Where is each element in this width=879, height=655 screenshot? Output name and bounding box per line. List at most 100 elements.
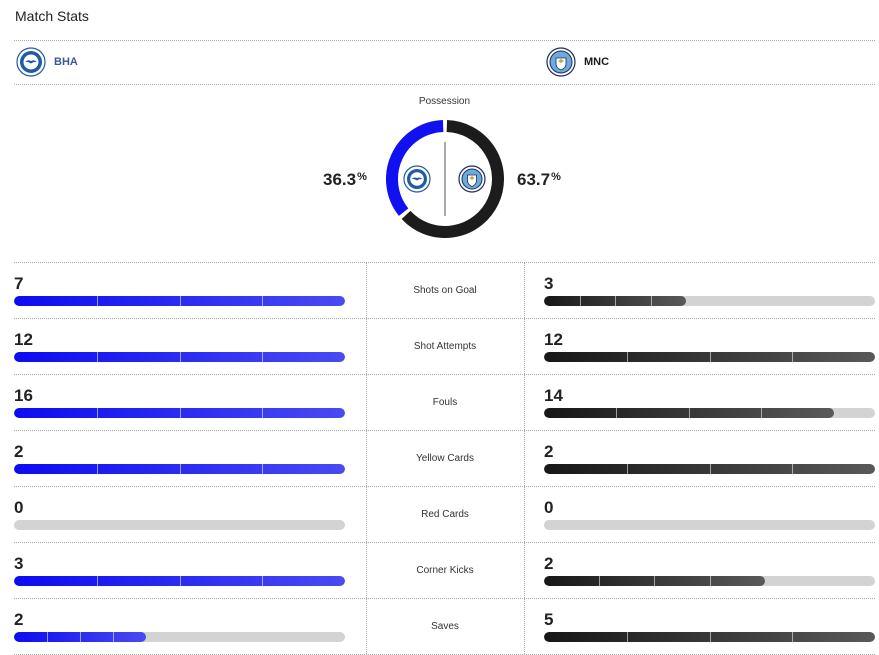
bar-tick <box>96 576 98 586</box>
bar-tick <box>792 464 794 474</box>
away-stat-value: 3 <box>544 274 554 293</box>
bar-tick <box>96 408 98 418</box>
stat-row: 3 Corner Kicks 2 <box>14 542 875 598</box>
away-stat-bar <box>544 632 875 642</box>
column-divider <box>366 542 367 598</box>
away-stat-bar <box>544 464 875 474</box>
bar-tick <box>179 408 181 418</box>
column-divider <box>366 318 367 374</box>
away-team-abbr: MNC <box>584 56 610 68</box>
column-divider <box>366 430 367 486</box>
bar-tick <box>792 632 794 642</box>
bar-tick <box>579 296 581 306</box>
stat-row: 12 Shot Attempts 12 <box>14 318 875 374</box>
away-stat-bar <box>544 576 875 586</box>
bar-tick <box>615 296 617 306</box>
column-divider <box>524 486 525 542</box>
home-stat-bar <box>14 408 345 418</box>
away-stat-fill <box>544 576 765 586</box>
stat-row: 16 Fouls 14 <box>14 374 875 430</box>
away-stat-bar <box>544 296 875 306</box>
bar-tick <box>179 464 181 474</box>
home-stat-bar <box>14 576 345 586</box>
bar-tick <box>262 576 264 586</box>
home-stat-value: 7 <box>14 274 24 293</box>
home-possession-arc <box>386 120 444 216</box>
bar-tick <box>262 464 264 474</box>
away-stat-fill <box>544 352 875 362</box>
column-divider <box>366 374 367 430</box>
bar-tick <box>80 632 82 642</box>
divider <box>14 318 875 319</box>
bar-tick <box>96 464 98 474</box>
home-team[interactable]: BHA <box>16 47 78 77</box>
bar-tick <box>262 352 264 362</box>
bar-tick <box>179 352 181 362</box>
home-stat-bar <box>14 520 345 530</box>
column-divider <box>524 598 525 654</box>
home-stat-bar <box>14 464 345 474</box>
away-stat-fill <box>544 296 687 306</box>
away-stat-value: 2 <box>544 554 554 573</box>
bar-tick <box>179 296 181 306</box>
bar-tick <box>709 464 711 474</box>
possession-label: Possession <box>418 96 471 107</box>
away-team[interactable]: MNC <box>546 47 609 77</box>
home-stat-fill <box>14 352 345 362</box>
home-stat-bar <box>14 352 345 362</box>
stat-row: 0 Red Cards 0 <box>14 486 875 542</box>
bar-tick <box>626 352 628 362</box>
away-stat-fill <box>544 464 875 474</box>
divider <box>14 374 875 375</box>
home-stat-fill <box>14 464 345 474</box>
home-stat-fill <box>14 296 345 306</box>
away-possession-arc <box>401 120 504 238</box>
manchester-city-crest-icon <box>546 47 576 77</box>
away-stat-bar <box>544 352 875 362</box>
bar-tick <box>688 408 690 418</box>
home-stat-value: 12 <box>14 330 33 349</box>
bar-tick <box>709 576 711 586</box>
bar-tick <box>262 408 264 418</box>
bar-tick <box>262 296 264 306</box>
bar-tick <box>792 352 794 362</box>
home-stat-fill <box>14 632 147 642</box>
home-stat-bar <box>14 632 345 642</box>
divider <box>14 84 875 85</box>
divider <box>14 40 875 41</box>
bar-tick <box>616 408 618 418</box>
column-divider <box>524 542 525 598</box>
away-stat-value: 5 <box>544 610 554 629</box>
divider <box>14 430 875 431</box>
divider <box>14 486 875 487</box>
home-team-abbr: BHA <box>54 56 78 68</box>
column-divider <box>524 374 525 430</box>
brighton-crest-icon <box>403 165 431 193</box>
home-stat-value: 0 <box>14 498 24 517</box>
bar-tick <box>654 576 656 586</box>
stat-label: Corner Kicks <box>416 565 474 576</box>
percent-unit: % <box>551 171 561 183</box>
home-stat-fill <box>14 576 345 586</box>
home-stat-value: 3 <box>14 554 24 573</box>
away-stat-bar <box>544 520 875 530</box>
column-divider <box>524 262 525 318</box>
home-stat-value: 2 <box>14 442 24 461</box>
stat-row: 2 Yellow Cards 2 <box>14 430 875 486</box>
away-stat-fill <box>544 632 875 642</box>
bar-tick <box>709 632 711 642</box>
bar-tick <box>113 632 115 642</box>
possession-donut <box>386 120 504 238</box>
stat-row: 7 Shots on Goal 3 <box>14 262 875 318</box>
column-divider <box>524 430 525 486</box>
brighton-crest-icon <box>16 47 46 77</box>
divider <box>14 542 875 543</box>
bar-tick <box>626 632 628 642</box>
column-divider <box>366 598 367 654</box>
bar-tick <box>650 296 652 306</box>
away-stat-value: 14 <box>544 386 563 405</box>
divider <box>14 262 875 263</box>
away-possession: 63.7% <box>517 170 561 190</box>
bar-tick <box>599 576 601 586</box>
home-stat-value: 2 <box>14 610 24 629</box>
